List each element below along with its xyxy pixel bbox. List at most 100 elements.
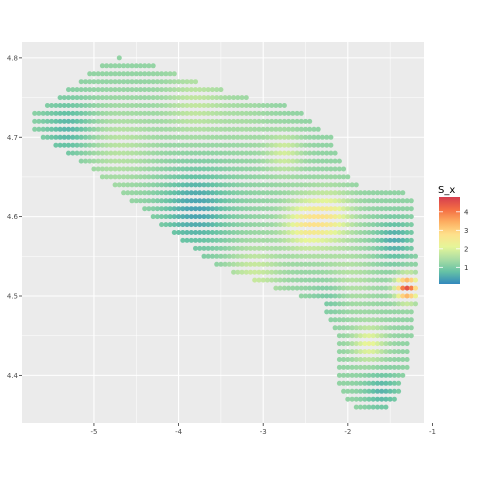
data-point [264, 174, 270, 180]
data-point [366, 261, 372, 267]
data-point [260, 190, 266, 196]
data-point [78, 142, 84, 148]
data-point [121, 79, 127, 85]
data-point [366, 317, 372, 323]
data-point [116, 63, 122, 69]
data-point [239, 158, 245, 164]
data-point [66, 126, 71, 132]
data-point [358, 277, 363, 283]
data-point [214, 126, 220, 132]
data-point [336, 364, 342, 370]
data-point [184, 182, 190, 188]
data-point [235, 253, 241, 259]
data-point [197, 103, 203, 108]
data-point [307, 277, 313, 283]
x-tick-label: -1 [429, 428, 436, 436]
data-point [108, 95, 114, 101]
data-point [87, 95, 93, 101]
data-point [171, 103, 177, 108]
data-point [256, 245, 262, 251]
data-point [252, 103, 258, 108]
data-point [362, 364, 368, 370]
data-point [273, 214, 279, 220]
data-point [408, 222, 414, 228]
data-point [324, 182, 330, 188]
data-point [391, 277, 397, 283]
data-point [205, 222, 211, 228]
data-point [112, 182, 118, 188]
data-point [218, 230, 224, 235]
data-point [214, 222, 220, 228]
data-point [197, 230, 203, 235]
data-point [358, 317, 363, 323]
data-point [387, 253, 393, 259]
data-point [83, 158, 88, 164]
data-point [74, 87, 80, 93]
data-point [201, 222, 207, 228]
data-point [349, 230, 355, 235]
data-point [269, 110, 275, 116]
data-point [226, 182, 232, 188]
data-point [404, 206, 410, 212]
data-point [167, 134, 173, 140]
data-point [193, 103, 198, 108]
data-point [362, 317, 368, 323]
data-point [129, 79, 135, 85]
data-point [362, 277, 368, 283]
data-point [269, 277, 275, 283]
data-point [341, 372, 347, 378]
data-point [226, 214, 232, 220]
data-point [133, 190, 139, 196]
data-point [387, 396, 393, 402]
data-point [222, 126, 228, 132]
data-point [379, 349, 385, 355]
data-point [188, 87, 194, 93]
data-point [260, 222, 266, 228]
data-point [197, 206, 203, 212]
data-point [209, 230, 215, 235]
data-point [379, 364, 385, 370]
data-point [248, 237, 253, 243]
data-point [201, 230, 207, 235]
data-point [226, 261, 232, 267]
data-point [358, 396, 363, 402]
data-point [188, 79, 194, 85]
data-point [235, 142, 241, 148]
data-point [209, 206, 215, 212]
data-point [298, 230, 304, 235]
data-point [303, 245, 308, 251]
data-point [341, 309, 347, 315]
data-point [290, 261, 296, 267]
data-point [358, 285, 363, 291]
data-point [391, 261, 397, 267]
data-point [294, 118, 300, 124]
data-point [366, 230, 372, 235]
data-point [214, 87, 220, 93]
data-point [396, 372, 402, 378]
data-point [391, 301, 397, 307]
data-point [91, 166, 97, 172]
data-point [336, 182, 342, 188]
data-point [362, 380, 368, 386]
data-point [311, 245, 317, 251]
data-point [222, 118, 228, 124]
data-point [218, 150, 224, 156]
data-point [264, 269, 270, 275]
data-point [53, 110, 59, 116]
data-point [358, 293, 363, 299]
data-point [150, 214, 156, 220]
data-point [218, 142, 224, 148]
data-point [307, 237, 313, 243]
data-point [349, 357, 355, 362]
data-point [366, 364, 372, 370]
data-point [116, 95, 122, 101]
data-point [353, 349, 359, 355]
data-point [129, 150, 135, 156]
data-point [379, 285, 385, 291]
data-point [379, 269, 385, 275]
data-point [197, 174, 203, 180]
data-point [307, 174, 313, 180]
data-point [404, 309, 410, 315]
data-point [248, 182, 253, 188]
data-point [159, 87, 165, 93]
